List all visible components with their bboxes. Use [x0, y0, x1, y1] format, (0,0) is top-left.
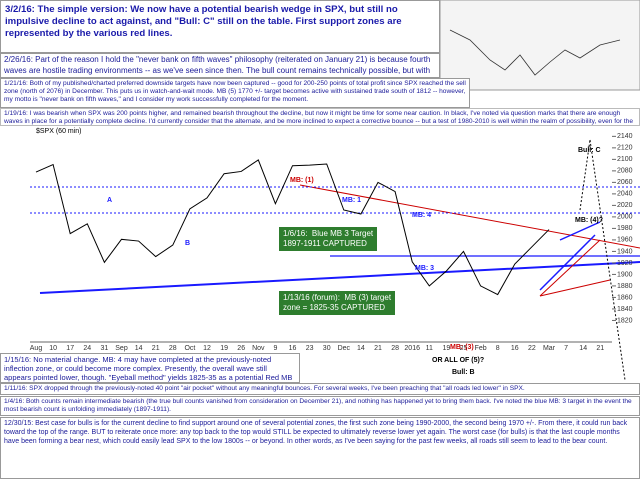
target-box: 1/6/16: Blue MB 3 Target 1897-1911 CAPTU… [278, 226, 379, 252]
wave-label: A [107, 197, 112, 204]
wave-label: B [185, 240, 190, 247]
x-tick-label: 22 [528, 345, 536, 352]
x-tick-label: 2016 [404, 345, 420, 352]
x-tick-label: 24 [83, 345, 91, 352]
x-tick-label: 16 [511, 345, 519, 352]
y-tick-label: 2020 [617, 202, 633, 209]
x-tick-label: 28 [391, 345, 399, 352]
x-tick-label: 21 [152, 345, 160, 352]
wave-label: MB: 3 [415, 265, 434, 272]
note: 2/26/16: Part of the reason I hold the "… [0, 53, 440, 78]
note: 3/2/16: The simple version: We now have … [0, 0, 440, 53]
note: 1/11/16: SPX dropped through the previou… [0, 383, 640, 395]
x-tick-label: 14 [135, 345, 143, 352]
y-tick-label: 1940 [617, 248, 633, 255]
trend-lines [30, 139, 640, 381]
wave-label: Bull: C [578, 147, 601, 154]
y-tick-label: 2040 [617, 191, 633, 198]
y-tick-label: 1820 [617, 317, 633, 324]
y-tick-label: 2060 [617, 179, 633, 186]
x-tick-label: 14 [579, 345, 587, 352]
x-tick-label: 19 [443, 345, 451, 352]
x-tick-label: 14 [357, 345, 365, 352]
wave-label: Bull: B [452, 369, 475, 376]
wave-label: MB: (3) [450, 344, 474, 351]
x-tick-label: 25 [460, 345, 468, 352]
x-tick-label: 31 [101, 345, 109, 352]
x-tick-label: 19 [220, 345, 228, 352]
y-tick-label: 2100 [617, 156, 633, 163]
y-tick-label: 1840 [617, 306, 633, 313]
note: 1/21/16: Both of my published/charted pr… [0, 78, 470, 108]
y-tick-label: 1900 [617, 271, 633, 278]
wave-label: MB: 1 [342, 197, 361, 204]
y-tick-label: 2000 [617, 214, 633, 221]
y-tick-label: 2080 [617, 168, 633, 175]
y-tick-label: 1880 [617, 283, 633, 290]
note: 12/30/15: Best case for bulls is for the… [0, 417, 640, 479]
y-tick-label: 2140 [617, 133, 633, 140]
x-tick-label: 26 [237, 345, 245, 352]
x-tick-label: Oct [184, 345, 195, 352]
wave-label: MB: (1) [290, 177, 314, 184]
y-tick-label: 1920 [617, 260, 633, 267]
wave-label: OR ALL OF (5)? [432, 357, 484, 364]
chart-title: $SPX (60 min) [36, 128, 82, 135]
y-tick-label: 1960 [617, 237, 633, 244]
price-line [35, 159, 550, 296]
x-tick-label: 17 [66, 345, 74, 352]
note: 1/15/16: No material change. MB: 4 may h… [0, 353, 300, 383]
x-tick-label: 23 [306, 345, 314, 352]
thumbnail [439, 0, 640, 91]
x-tick-label: 7 [564, 345, 568, 352]
x-tick-label: 16 [289, 345, 297, 352]
x-tick-label: 28 [169, 345, 177, 352]
x-tick-label: 11 [426, 345, 433, 352]
x-tick-label: Feb [475, 345, 487, 352]
x-tick-label: 9 [273, 345, 277, 352]
x-tick-label: 10 [49, 345, 57, 352]
note: 1/4/16: Both counts remain intermediate … [0, 396, 640, 416]
x-tick-label: Mar [543, 345, 556, 352]
x-tick-label: 12 [203, 345, 211, 352]
target-box: 1/13/16 (forum): MB (3) target zone = 18… [278, 290, 397, 316]
x-tick-label: Dec [338, 345, 351, 352]
x-tick-label: 21 [374, 345, 382, 352]
x-tick-label: 30 [323, 345, 331, 352]
wave-label: MB: 4 [412, 212, 431, 219]
y-tick-label: 1860 [617, 294, 633, 301]
x-tick-label: Sep [115, 345, 128, 352]
wave-label: MB: (4)? [575, 217, 603, 224]
note: 1/19/16: I was bearish when SPX was 200 … [0, 108, 640, 126]
x-tick-label: Aug [30, 345, 43, 352]
x-tick-label: 21 [596, 345, 604, 352]
x-tick-label: Nov [252, 345, 265, 352]
y-tick-label: 1980 [617, 225, 633, 232]
x-tick-label: 8 [496, 345, 500, 352]
y-tick-label: 2120 [617, 145, 633, 152]
